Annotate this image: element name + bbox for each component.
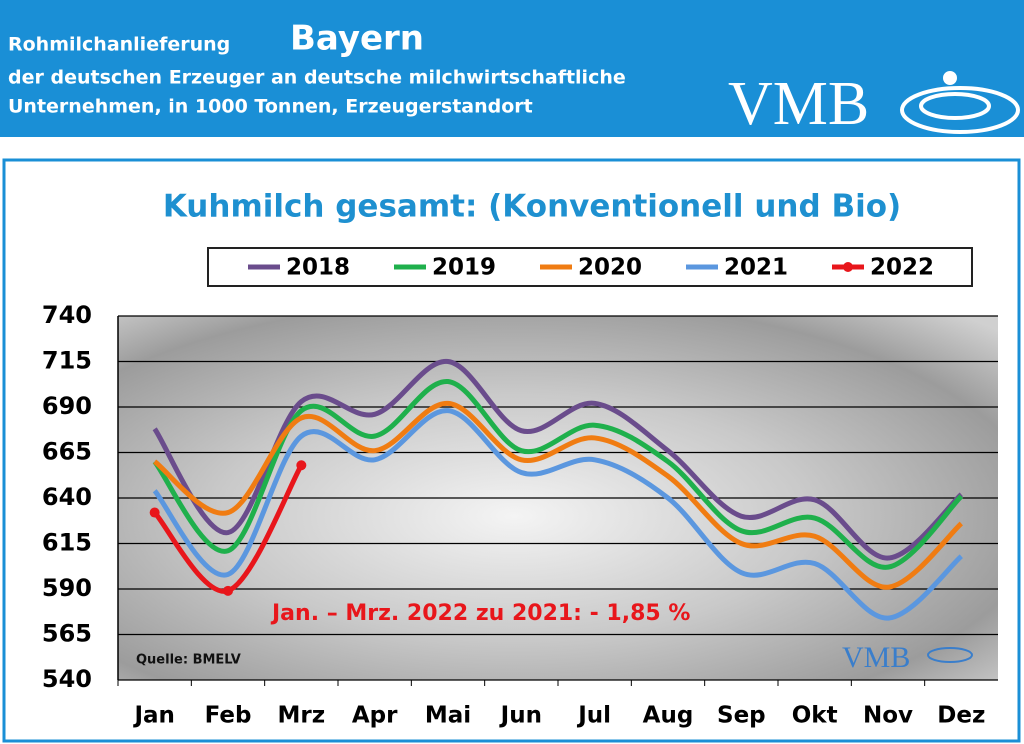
series-line bbox=[152, 408, 964, 621]
header-title: Rohmilchanlieferung bbox=[8, 34, 230, 56]
x-tick-label: Feb bbox=[205, 703, 252, 729]
y-tick-label: 740 bbox=[42, 301, 92, 329]
x-tick-label: Jun bbox=[499, 703, 542, 729]
logo: VMB bbox=[728, 70, 869, 138]
legend-label: 2020 bbox=[578, 255, 642, 281]
y-tick-label: 690 bbox=[42, 392, 92, 420]
x-tick-label: Aug bbox=[643, 703, 694, 729]
x-tick-label: Nov bbox=[863, 703, 913, 729]
y-tick-label: 615 bbox=[42, 529, 92, 557]
y-tick-label: 590 bbox=[42, 574, 92, 602]
x-tick-label: Mai bbox=[425, 703, 471, 729]
x-tick-label: Okt bbox=[792, 703, 838, 729]
legend-label: 2022 bbox=[870, 255, 934, 281]
point bbox=[149, 507, 160, 518]
header-band bbox=[0, 0, 1024, 137]
y-tick-label: 665 bbox=[42, 438, 92, 466]
point bbox=[296, 460, 307, 471]
plot: 540 565 590 615 640 665 690 715 740 Jan Feb Mrz Apr M… bbox=[42, 255, 998, 729]
x-tick-label: Sep bbox=[717, 703, 766, 729]
source: Quelle: BMELV bbox=[136, 653, 241, 668]
legend-label: 2021 bbox=[724, 255, 788, 281]
legend-label: 2019 bbox=[432, 255, 496, 281]
legend-marker bbox=[843, 262, 853, 272]
header-subtitle: Unternehmen, in 1000 Tonnen, Erzeugersta… bbox=[8, 96, 533, 118]
annotation: Jan. – Mrz. 2022 zu 2021: - 1,85 % bbox=[270, 601, 690, 626]
x-tick-label: Dez bbox=[937, 703, 985, 729]
y-tick-label: 715 bbox=[42, 347, 92, 375]
logo-small: VMB bbox=[842, 641, 910, 674]
x-tick-label: Jul bbox=[576, 703, 611, 729]
y-tick-label: 565 bbox=[42, 620, 92, 648]
logo-swirl bbox=[900, 71, 1020, 134]
y-tick-label: 640 bbox=[42, 483, 92, 511]
point bbox=[223, 585, 233, 596]
header-region: Bayern bbox=[290, 19, 424, 59]
logo-small-swirl bbox=[927, 647, 973, 663]
header-subtitle: der deutschen Erzeuger an deutsche milch… bbox=[8, 67, 626, 89]
y-tick-label: 540 bbox=[42, 665, 92, 693]
legend-label: 2018 bbox=[286, 255, 350, 281]
chart-title: Kuhmilch gesamt: (Konventionell und Bio) bbox=[163, 189, 901, 225]
x-tick-label: Apr bbox=[352, 703, 398, 729]
series-line bbox=[153, 400, 964, 590]
x-tick-label: Jan bbox=[132, 703, 174, 729]
x-tick-label: Mrz bbox=[278, 703, 326, 729]
series-line bbox=[152, 379, 964, 570]
